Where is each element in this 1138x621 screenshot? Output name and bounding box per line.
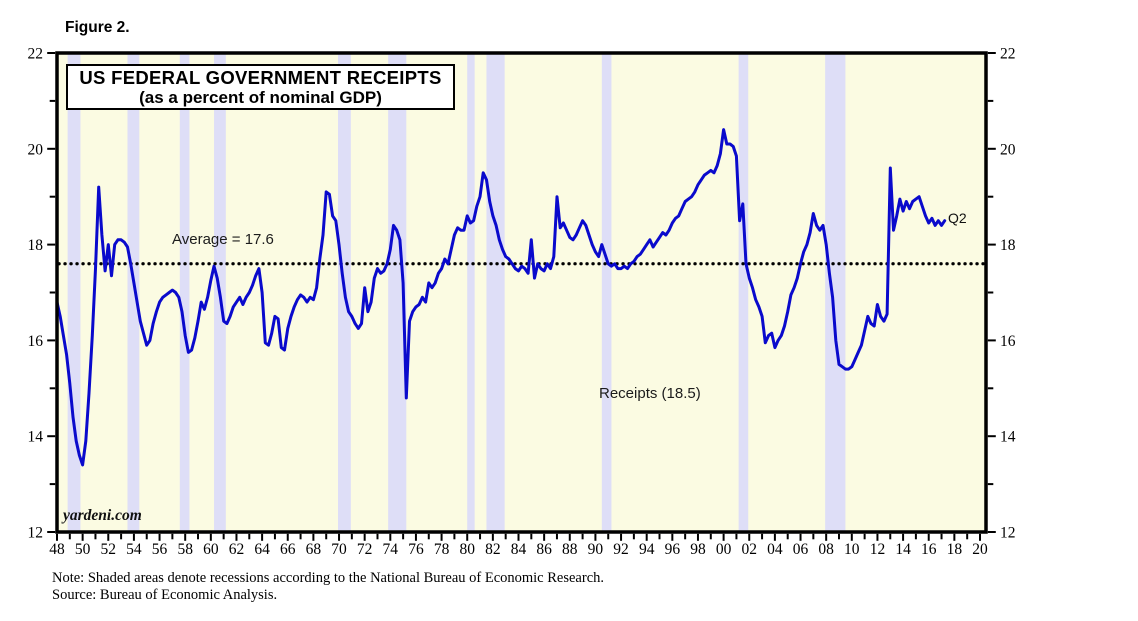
x-tick-label: 54 bbox=[126, 541, 142, 558]
x-tick-label: 70 bbox=[331, 541, 347, 558]
recession-band bbox=[738, 53, 749, 532]
recession-band bbox=[467, 53, 475, 532]
y-tick-label-right: 18 bbox=[1000, 237, 1016, 254]
y-tick-label-left: 12 bbox=[28, 525, 44, 542]
y-tick-label-right: 16 bbox=[1000, 333, 1016, 350]
recession-band bbox=[127, 53, 140, 532]
recession-band bbox=[67, 53, 81, 532]
x-tick-label: 98 bbox=[690, 541, 706, 558]
x-tick-label: 02 bbox=[742, 541, 758, 558]
x-tick-label: 58 bbox=[177, 541, 193, 558]
average-annotation: Average = 17.6 bbox=[172, 231, 274, 248]
series-annotation: Receipts (18.5) bbox=[599, 385, 701, 402]
note-text: Note: Shaded areas denote recessions acc… bbox=[52, 570, 605, 586]
x-tick-label: 20 bbox=[972, 541, 988, 558]
figure-label: Figure 2. bbox=[65, 19, 130, 36]
x-tick-label: 66 bbox=[280, 541, 296, 558]
chart-subtitle: (as a percent of nominal GDP) bbox=[139, 87, 382, 107]
x-tick-label: 86 bbox=[536, 541, 552, 558]
plot-background bbox=[57, 53, 986, 532]
recession-band bbox=[388, 53, 407, 532]
chart-title-box: US FEDERAL GOVERNMENT RECEIPTS (as a per… bbox=[66, 64, 455, 110]
x-tick-label: 78 bbox=[434, 541, 450, 558]
recession-band bbox=[825, 53, 846, 532]
receipts-line bbox=[55, 128, 947, 467]
y-tick-label-right: 14 bbox=[1000, 429, 1016, 446]
x-tick-label: 80 bbox=[459, 541, 475, 558]
x-tick-label: 18 bbox=[947, 541, 963, 558]
plot-frame bbox=[55, 51, 988, 534]
y-tick-label-left: 20 bbox=[28, 141, 44, 158]
x-tick-label: 12 bbox=[870, 541, 886, 558]
x-tick-label: 92 bbox=[613, 541, 629, 558]
x-tick-label: 82 bbox=[485, 541, 501, 558]
x-tick-label: 64 bbox=[254, 541, 270, 558]
y-tick-label-left: 18 bbox=[28, 237, 44, 254]
x-tick-label: 68 bbox=[306, 541, 322, 558]
x-tick-label: 90 bbox=[588, 541, 604, 558]
x-tick-label: 60 bbox=[203, 541, 219, 558]
y-tick-label-right: 20 bbox=[1000, 141, 1016, 158]
x-tick-label: 08 bbox=[818, 541, 834, 558]
x-tick-label: 72 bbox=[357, 541, 373, 558]
source-text: Source: Bureau of Economic Analysis. bbox=[52, 587, 278, 603]
x-tick-label: 74 bbox=[383, 541, 399, 558]
x-tick-label: 88 bbox=[562, 541, 578, 558]
x-tick-label: 04 bbox=[767, 541, 783, 558]
x-tick-label: 00 bbox=[716, 541, 732, 558]
x-tick-label: 48 bbox=[49, 541, 65, 558]
recession-band bbox=[601, 53, 612, 532]
recession-band bbox=[486, 53, 505, 532]
x-tick-label: 62 bbox=[229, 541, 245, 558]
y-tick-label-left: 14 bbox=[28, 429, 44, 446]
x-tick-label: 52 bbox=[101, 541, 117, 558]
x-tick-label: 50 bbox=[75, 541, 91, 558]
x-tick-label: 16 bbox=[921, 541, 937, 558]
x-tick-label: 84 bbox=[511, 541, 527, 558]
y-tick-label-right: 12 bbox=[1000, 525, 1016, 542]
y-tick-label-left: 16 bbox=[28, 333, 44, 350]
chart-title: US FEDERAL GOVERNMENT RECEIPTS bbox=[79, 66, 442, 88]
x-tick-label: 76 bbox=[408, 541, 424, 558]
recession-band bbox=[179, 53, 190, 532]
y-tick-label-left: 22 bbox=[28, 46, 44, 63]
x-tick-label: 10 bbox=[844, 541, 860, 558]
x-tick-label: 96 bbox=[665, 541, 681, 558]
x-tick-label: 06 bbox=[793, 541, 809, 558]
x-tick-label: 14 bbox=[895, 541, 911, 558]
watermark: yardeni.com bbox=[63, 507, 142, 524]
endpoint-annotation: Q2 bbox=[948, 210, 967, 226]
x-tick-label: 94 bbox=[639, 541, 655, 558]
x-tick-label: 56 bbox=[152, 541, 168, 558]
y-tick-label-right: 22 bbox=[1000, 46, 1016, 63]
